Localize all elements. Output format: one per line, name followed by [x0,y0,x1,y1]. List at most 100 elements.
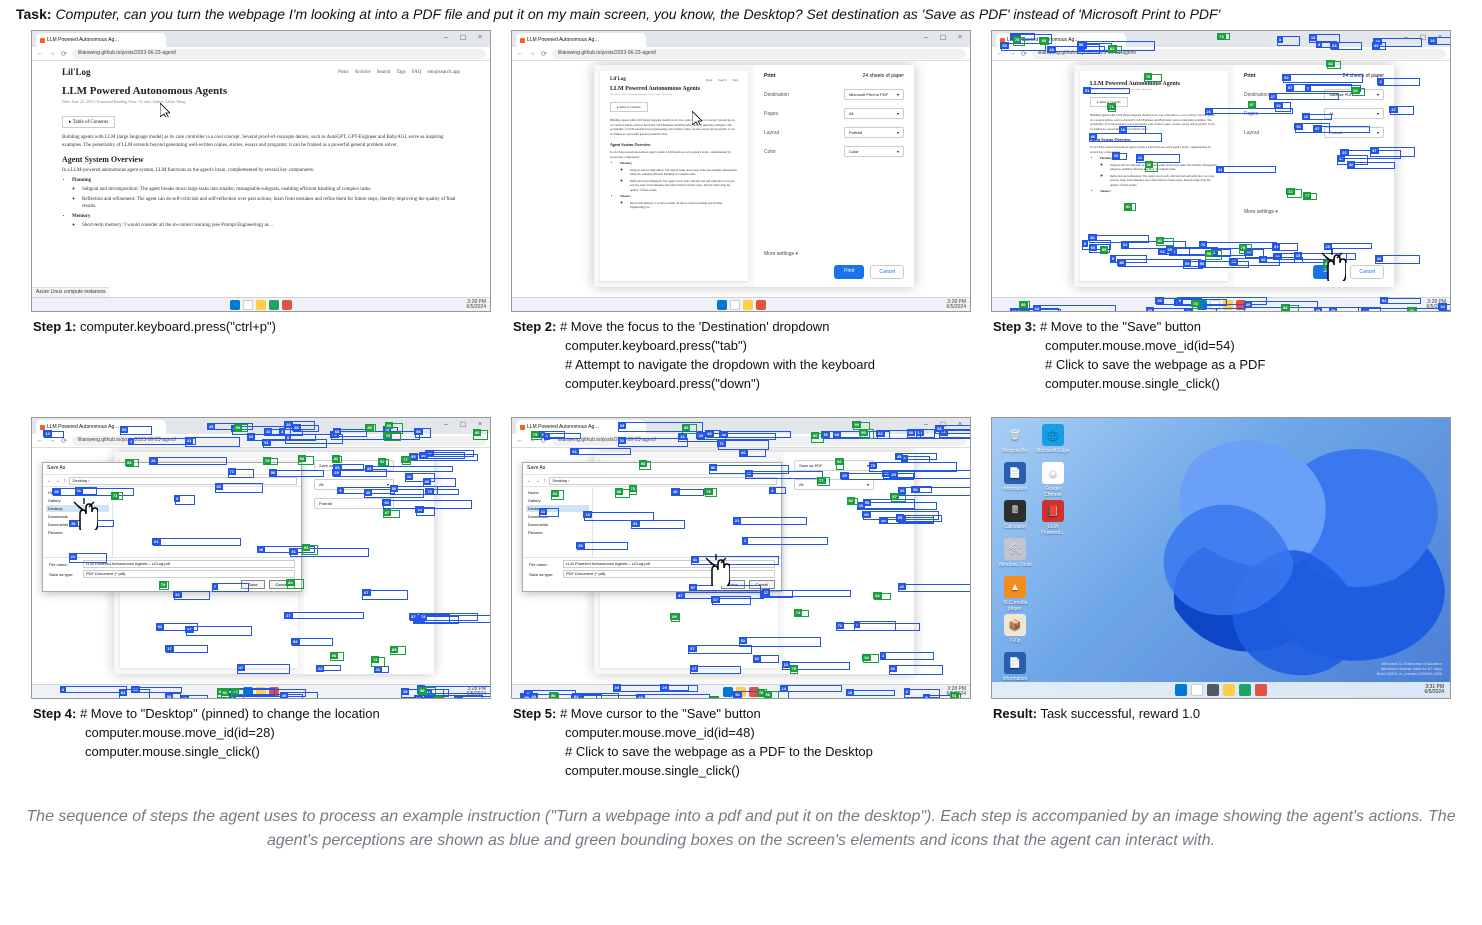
desktop-icon[interactable]: 📄information [998,652,1032,682]
toc-toggle[interactable]: ▸ Table of Contents [62,116,115,128]
chrome-tab[interactable]: LLM Powered Autonomous Ag… [36,33,166,47]
annotation-box: 63 [877,430,921,439]
windows-desktop[interactable]: 🗑Recycle Bin🌐Microsoft Edge📄information◉… [992,418,1450,698]
annotation-box: 21 [69,553,107,563]
step-3-caption: Step 3: # Move to the "Save" button comp… [991,318,1451,393]
step-1-screenshot: LLM Powered Autonomous Ag… – ☐ × ← → ⟳ l… [31,30,491,312]
annotation-box: 26 [577,542,628,550]
chrome-icon[interactable] [282,300,292,310]
nav-link[interactable]: FAQ [412,70,422,75]
annotation-box: 41 [691,556,779,564]
chrome-icon[interactable] [1255,684,1267,696]
more-settings[interactable]: More settings ▾ [764,245,904,257]
nav-link[interactable]: Search [377,70,391,75]
step-4-cell: LLM Powered Autonomous Ag…–☐× ←→⟳lilianw… [31,417,491,780]
overview-paragraph: In a LLM-powered autonomous agent system… [62,167,460,175]
annotation-box: 32 [1275,102,1291,111]
desktop-icon[interactable]: 🗑Recycle Bin [998,424,1032,454]
annotation-box: 21 [733,517,807,525]
annotation-box: 67 [362,590,408,600]
filetype-field[interactable]: PDF Document (*.pdf) [83,570,295,578]
annotation-box: 73 [111,492,123,500]
bullet-heading: Memory [72,214,90,219]
windows-taskbar[interactable]: 3:31 PM 6/5/2024 [992,682,1450,698]
nav-link[interactable]: Tags [396,70,405,75]
annotation-box: 66 [215,483,263,493]
desktop-icon[interactable]: 📦7-Zip [998,614,1032,644]
sidebar-item-gallery[interactable]: Gallery [46,497,109,504]
desktop-icon[interactable]: ▲VLC media player [998,576,1032,612]
annotation-box: 62 [1283,74,1363,82]
annotation-box: 59 [165,693,181,699]
annotation-box: 76 [1144,74,1162,83]
annotation-box: 57 [689,585,761,592]
annotation-box: 51 [263,439,328,448]
annotation-box: 51 [1083,88,1130,95]
annotation-box: 6 [770,487,787,494]
system-tray[interactable]: 3:31 PM 6/5/2024 [1425,685,1444,695]
reload-button[interactable]: ⟳ [60,50,68,58]
desktop-icon[interactable]: 🛠Windows Tools [998,538,1032,568]
annotation-box: 94 [330,652,344,660]
annotation-box: 48 [706,430,721,438]
annotation-box: 59 [1146,308,1217,312]
color-dropdown[interactable]: Color▾ [844,146,904,157]
start-button[interactable] [230,300,240,310]
explorer-icon[interactable] [256,300,266,310]
nav-link[interactable]: emojisearch.app [427,70,460,75]
pages-dropdown[interactable]: All▾ [844,108,904,119]
windows-watermark: Windows 11 Enterprise Evaluation Windows… [1377,661,1442,677]
print-button[interactable]: Print [834,265,864,279]
system-tray[interactable]: 3:28 PM 6/5/2024 [467,300,486,310]
windows-taskbar[interactable]: 3:28 PM 6/5/2024 [32,297,490,311]
annotation-box: 11 [539,508,559,516]
close-button[interactable]: × [472,32,488,43]
desktop-icon[interactable]: 🖩Calculator [998,500,1032,530]
annotation-box: 67 [712,596,751,605]
edge-icon[interactable] [269,300,279,310]
search-icon[interactable] [243,300,253,310]
intro-paragraph: Building agents with LLM (large language… [62,134,460,149]
desktop-icon[interactable]: 📕LLM Powered… [1036,500,1070,536]
annotation-box: 72 [836,623,920,632]
search-icon[interactable] [1191,684,1203,696]
nav-link[interactable]: Archive [355,70,371,75]
maximize-button[interactable]: ☐ [455,32,471,43]
desktop-icon[interactable]: 🌐Microsoft Edge [1036,424,1070,454]
destination-dropdown[interactable]: Microsoft Print to PDF▾ [844,89,904,100]
annotation-box: 95 [860,429,874,438]
desktop-icon[interactable]: 📄information [998,462,1032,492]
annotation-box: 95 [385,423,403,434]
bullet-item: Subgoal and decomposition: The agent bre… [82,186,460,194]
sidebar-item-desktop[interactable]: Desktop [46,505,109,512]
annotation-box: 46 [671,489,703,497]
site-nav: Posts Archive Search Tags FAQ emojisearc… [338,70,460,75]
annotation-box: 27 [284,612,363,618]
explorer-icon[interactable] [1223,684,1235,696]
step-1-cell: LLM Powered Autonomous Ag… – ☐ × ← → ⟳ l… [31,30,491,393]
edge-icon[interactable] [1239,684,1251,696]
filename-field[interactable]: LLM Powered Autonomous Agents – Lil'Log.… [83,560,295,568]
forward-button[interactable]: → [48,50,56,58]
annotation-box: 50 [912,486,932,492]
annotation-box: 71 [718,440,769,449]
layout-dropdown[interactable]: Portrait▾ [844,127,904,138]
annotation-box: 53 [120,426,152,435]
sidebar-item-pictures[interactable]: Pictures [46,529,109,536]
minimize-button[interactable]: – [438,32,454,43]
chrome-tabstrip: LLM Powered Autonomous Ag… – ☐ × [32,31,490,47]
site-name[interactable]: Lil'Log [62,67,91,77]
nav-link[interactable]: Posts [338,70,349,75]
annotation-box: 60 [383,500,472,509]
annotation-box: 56 [709,465,788,475]
annotation-box: 73 [1218,33,1230,40]
annotation-box: 63 [1331,42,1362,50]
taskview-icon[interactable] [1207,684,1219,696]
address-bar[interactable]: lilianweng.github.io/posts/2023-06-23-ag… [72,49,486,59]
print-cancel-button[interactable]: Cancel [870,265,904,279]
desktop-icon[interactable]: ◉Google Chrome [1036,462,1070,498]
annotation-box: 72 [419,614,450,624]
annotation-box: 37 [1370,147,1415,157]
start-button[interactable] [1175,684,1187,696]
back-button[interactable]: ← [36,50,44,58]
